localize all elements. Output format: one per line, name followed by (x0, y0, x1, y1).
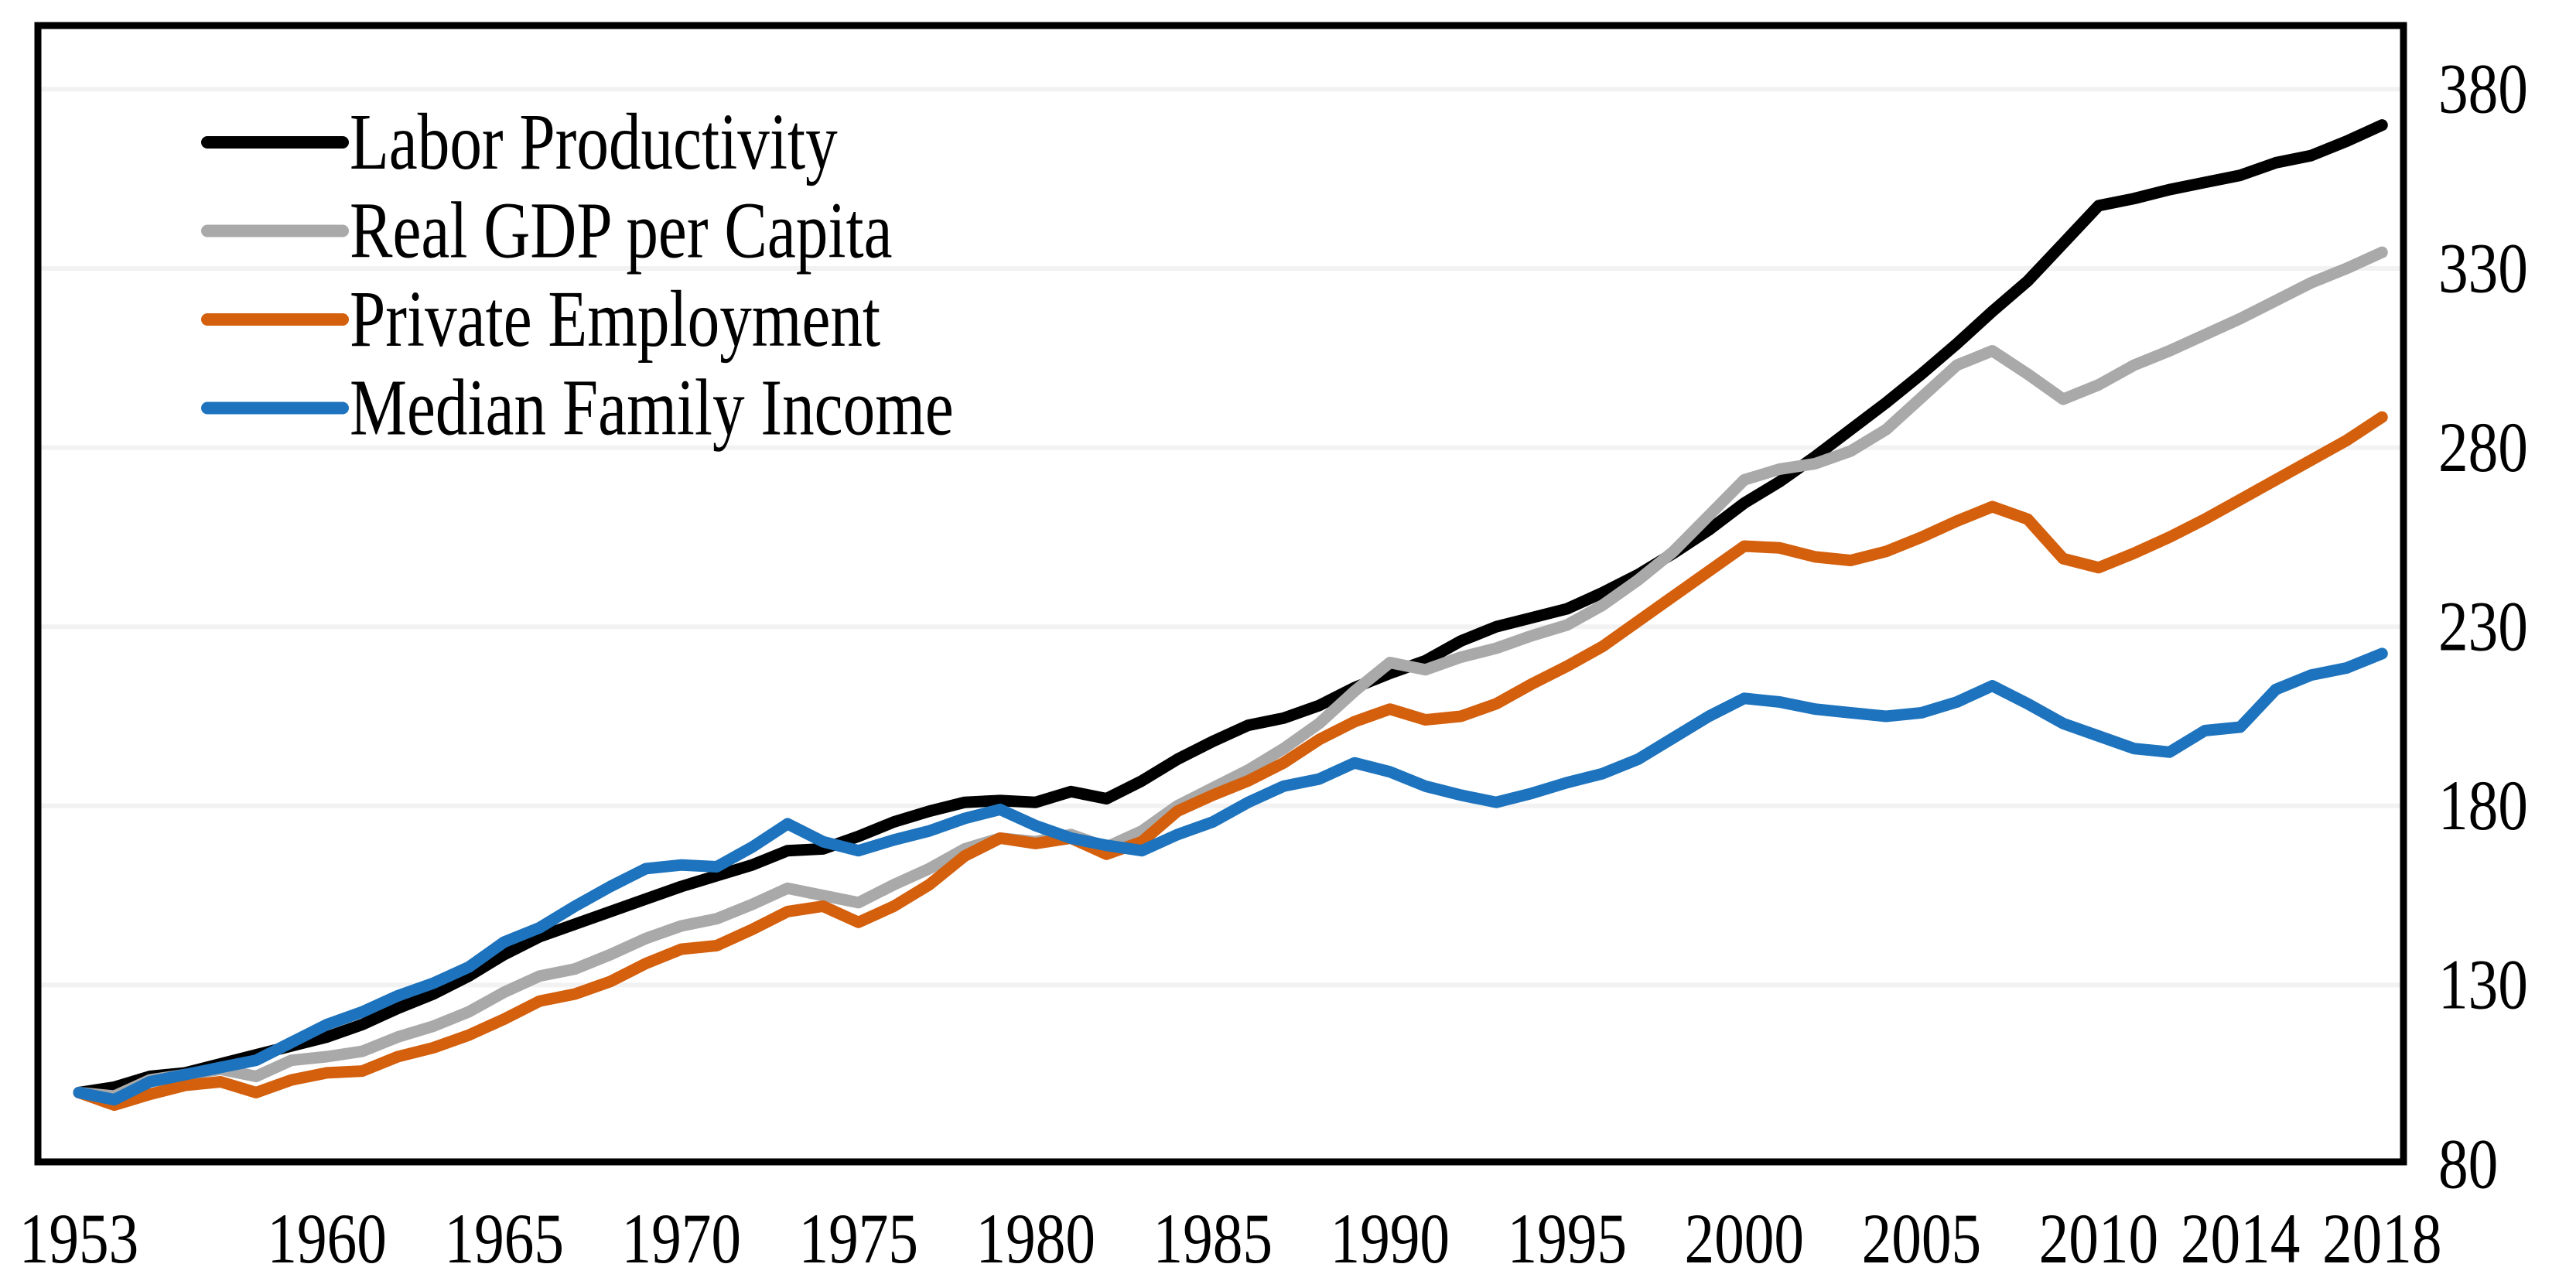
y-axis-label-230: 230 (2438, 587, 2528, 666)
y-axis-label-380: 380 (2438, 50, 2528, 129)
y-axis-label-80: 80 (2438, 1125, 2498, 1204)
x-axis-label-2018: 2018 (2322, 1200, 2442, 1279)
plot-border (34, 22, 2407, 1166)
x-axis-label-1990: 1990 (1331, 1200, 1450, 1279)
legend-label-labor-productivity: Labor Productivity (350, 98, 838, 187)
x-axis-label-1985: 1985 (1153, 1200, 1273, 1279)
x-axis-label-2014: 2014 (2181, 1200, 2301, 1279)
y-axis-label-330: 330 (2438, 229, 2528, 308)
x-axis-label-1980: 1980 (975, 1200, 1095, 1279)
series-line-private-employment (73, 411, 2388, 1112)
series-line-real-gdp-per-capita (73, 246, 2388, 1102)
series-line-median-family-income (73, 647, 2388, 1106)
legend-label-real-gdp-per-capita: Real GDP per Capita (350, 186, 892, 275)
x-axis-label-1965: 1965 (444, 1200, 564, 1279)
x-axis-label-1975: 1975 (798, 1200, 918, 1279)
legend-label-median-family-income: Median Family Income (350, 364, 954, 453)
y-axis-label-180: 180 (2438, 767, 2528, 845)
x-axis-label-1960: 1960 (267, 1200, 387, 1279)
x-axis-label-2000: 2000 (1685, 1200, 1805, 1279)
x-axis-label-2005: 2005 (1862, 1200, 1982, 1279)
y-axis-label-280: 280 (2438, 408, 2528, 487)
x-axis-label-1995: 1995 (1508, 1200, 1628, 1279)
x-axis-label-2010: 2010 (2039, 1200, 2159, 1279)
legend-label-private-employment: Private Employment (350, 275, 880, 364)
x-axis-label-1970: 1970 (621, 1200, 741, 1279)
y-axis-label-130: 130 (2438, 946, 2528, 1025)
series-line-labor-productivity (73, 119, 2388, 1098)
x-axis-label-1953: 1953 (19, 1200, 139, 1279)
